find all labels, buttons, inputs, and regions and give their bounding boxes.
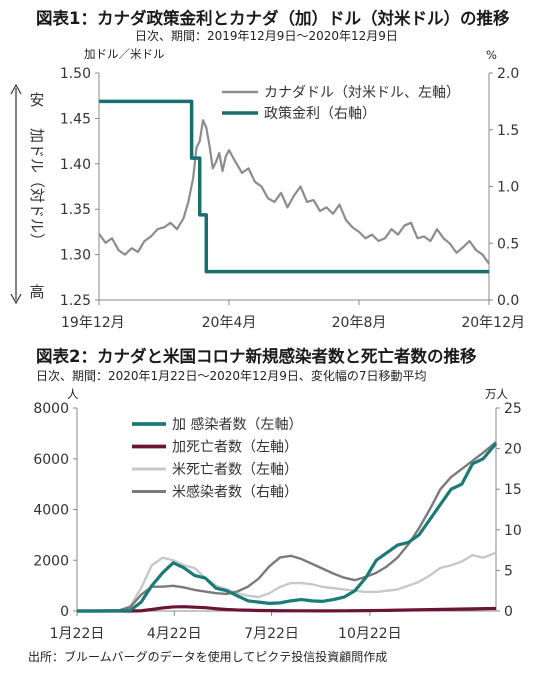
c1-y-bottom-label: 高 — [29, 283, 44, 301]
c1-left-tick-label: 1.50 — [60, 66, 91, 82]
chart1-subtitle: 日次、期間：2019年12月9日～2020年12月9日 — [135, 29, 398, 43]
c1-right-tick-label: 1.5 — [497, 123, 519, 139]
chart2-subtitle: 日次、期間：2020年1月22日～2020年12月9日、変化幅の7日移動平均 — [36, 369, 427, 383]
c1-right-tick-label: 2.0 — [497, 66, 519, 82]
c2-left-tick-label: 0 — [60, 604, 69, 620]
c1-legend-label-0: カナダドル（対米ドル、左軸） — [264, 85, 460, 101]
chart2-left-unit: 人 — [67, 387, 79, 401]
c2-legend-label-2: 米死亡者数（左軸） — [172, 462, 298, 478]
c1-x-tick-label: 20年4月 — [202, 315, 257, 331]
c2-legend-label-3: 米感染者数（右軸） — [172, 484, 298, 501]
c1-left-tick-label: 1.40 — [60, 157, 91, 173]
c2-legend-label-1: 加死亡者数（左軸） — [172, 440, 298, 456]
c2-legend-label-0: 加 感染者数（左軸） — [172, 416, 302, 433]
c1-left-tick-label: 1.30 — [60, 248, 91, 264]
c2-right-tick-label: 10 — [504, 523, 522, 539]
c1-series-line-1 — [99, 99, 489, 274]
c1-right-tick-label: 0.5 — [497, 236, 519, 252]
c2-series-line-3 — [76, 441, 497, 613]
c2-x-tick-label: 7月22日 — [244, 626, 299, 642]
c1-y-top-label: 安 — [29, 91, 44, 109]
c1-right-tick-label: 0.0 — [497, 293, 519, 309]
chart1-right-unit: % — [486, 48, 497, 62]
chart1-left-unit: 加ドル／米ドル — [84, 47, 165, 61]
c2-right-tick-label: 25 — [504, 401, 522, 417]
c1-series-line-0 — [98, 119, 490, 265]
c1-arrow-head-down — [10, 293, 22, 305]
source-note: 出所：ブルームバーグのデータを使用してピクテ投信投資顧問作成 — [28, 650, 388, 664]
c2-left-tick-label: 2000 — [33, 553, 69, 569]
c2-left-tick-label: 4000 — [33, 503, 69, 519]
c2-left-tick-label: 6000 — [33, 452, 69, 468]
chart1-title: 図表1：カナダ政策金利とカナダ（加）ドル（対米ドル）の推移 — [36, 9, 510, 28]
c2-right-tick-label: 15 — [504, 482, 522, 498]
c2-series-line-0 — [77, 442, 498, 613]
c2-x-tick-label: 10月22日 — [338, 626, 402, 642]
c2-right-tick-label: 20 — [504, 442, 522, 458]
c1-y-side-label: 加ドル（対ドル） — [28, 128, 46, 248]
c2-series-line-1 — [77, 605, 497, 613]
c1-left-tick-label: 1.45 — [60, 111, 91, 127]
chart1-plot: 1.50 1.45 1.40 1.35 1.30 1.25 2.0 1.5 1.0 0.5 0.0 1… — [10, 66, 525, 331]
c1-right-tick-label: 1.0 — [497, 180, 519, 196]
c1-legend-label-1: 政策金利（右軸） — [264, 105, 376, 122]
c2-right-tick-label: 0 — [504, 604, 513, 620]
c1-x-tick-label: 20年12月 — [461, 315, 525, 331]
c1-x-tick-label: 20年8月 — [332, 315, 387, 331]
c2-x-tick-label: 4月22日 — [147, 626, 202, 642]
c2-x-tick-label: 1月22日 — [50, 626, 105, 642]
c1-left-tick-label: 1.25 — [60, 293, 91, 309]
chart2-title: 図表2：カナダと米国コロナ新規感染者数と死亡者数の推移 — [36, 347, 477, 366]
c2-series-line-2 — [77, 551, 497, 613]
c1-left-tick-label: 1.35 — [60, 202, 91, 218]
c2-left-tick-label: 8000 — [33, 401, 69, 417]
chart2-right-unit: 万人 — [485, 387, 508, 401]
c1-arrow-head-up — [10, 83, 22, 95]
c2-right-tick-label: 5 — [504, 563, 513, 579]
c1-x-tick-label: 19年12月 — [61, 315, 125, 331]
